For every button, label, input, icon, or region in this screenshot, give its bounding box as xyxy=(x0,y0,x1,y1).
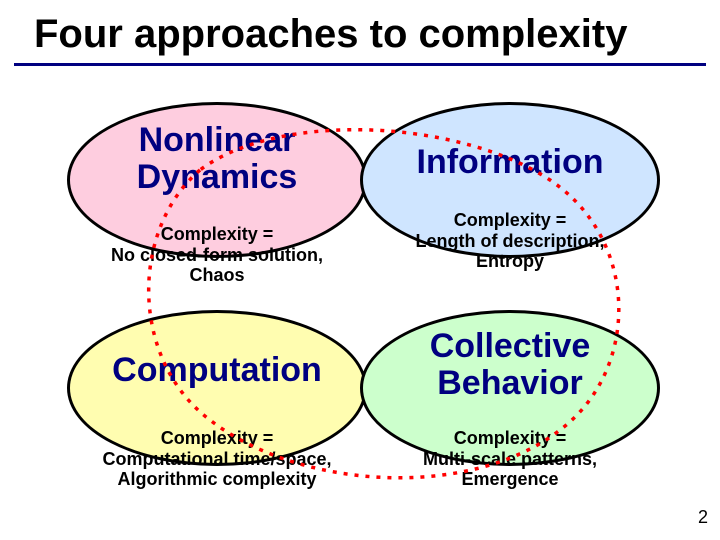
bubble-collective-sub: Complexity = Multi-scale patterns, Emerg… xyxy=(360,428,660,490)
bubble-nonlinear-sub: Complexity = No closed-form solution, Ch… xyxy=(52,224,382,286)
bubble-collective-title: Collective Behavior xyxy=(360,328,660,403)
bubble-information-title: Information xyxy=(360,144,660,181)
bubble-information-sub: Complexity = Length of description, Entr… xyxy=(360,210,660,272)
page-title: Four approaches to complexity xyxy=(14,0,706,66)
bubble-computation-title: Computation xyxy=(67,352,367,389)
bubble-nonlinear-title: Nonlinear Dynamics xyxy=(67,122,367,197)
bubble-computation-sub: Complexity = Computational time/space, A… xyxy=(44,428,390,490)
page-number: 2 xyxy=(698,507,708,528)
diagram-area: Nonlinear Dynamics Complexity = No close… xyxy=(0,76,720,516)
